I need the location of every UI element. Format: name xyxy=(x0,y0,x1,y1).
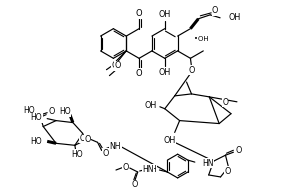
Text: HO: HO xyxy=(24,106,35,115)
Text: O: O xyxy=(85,135,91,144)
Text: O: O xyxy=(123,163,129,172)
Text: HN: HN xyxy=(202,159,213,168)
Text: O: O xyxy=(188,66,195,75)
Text: OH: OH xyxy=(159,10,171,19)
Text: O: O xyxy=(235,146,242,155)
Text: O: O xyxy=(136,9,142,18)
Text: O: O xyxy=(111,61,118,70)
Text: H: H xyxy=(151,165,156,173)
Text: HN: HN xyxy=(142,165,154,173)
Text: O: O xyxy=(212,6,218,15)
Text: HO: HO xyxy=(30,137,42,146)
Text: HO: HO xyxy=(30,113,42,122)
Text: O: O xyxy=(114,61,120,70)
Text: O: O xyxy=(132,180,138,189)
Text: O: O xyxy=(49,107,55,116)
Text: OH: OH xyxy=(159,68,171,77)
Text: OH: OH xyxy=(164,136,176,145)
Text: HO: HO xyxy=(71,150,83,159)
Text: HO: HO xyxy=(59,107,71,116)
Text: O: O xyxy=(102,149,109,158)
Text: O: O xyxy=(222,98,228,107)
Text: O: O xyxy=(80,134,86,143)
Text: OH: OH xyxy=(145,101,157,110)
Text: OH: OH xyxy=(229,13,241,22)
Text: O: O xyxy=(136,69,142,78)
Text: •OH: •OH xyxy=(194,36,209,42)
Text: NH: NH xyxy=(110,142,121,151)
Text: O: O xyxy=(224,166,231,176)
